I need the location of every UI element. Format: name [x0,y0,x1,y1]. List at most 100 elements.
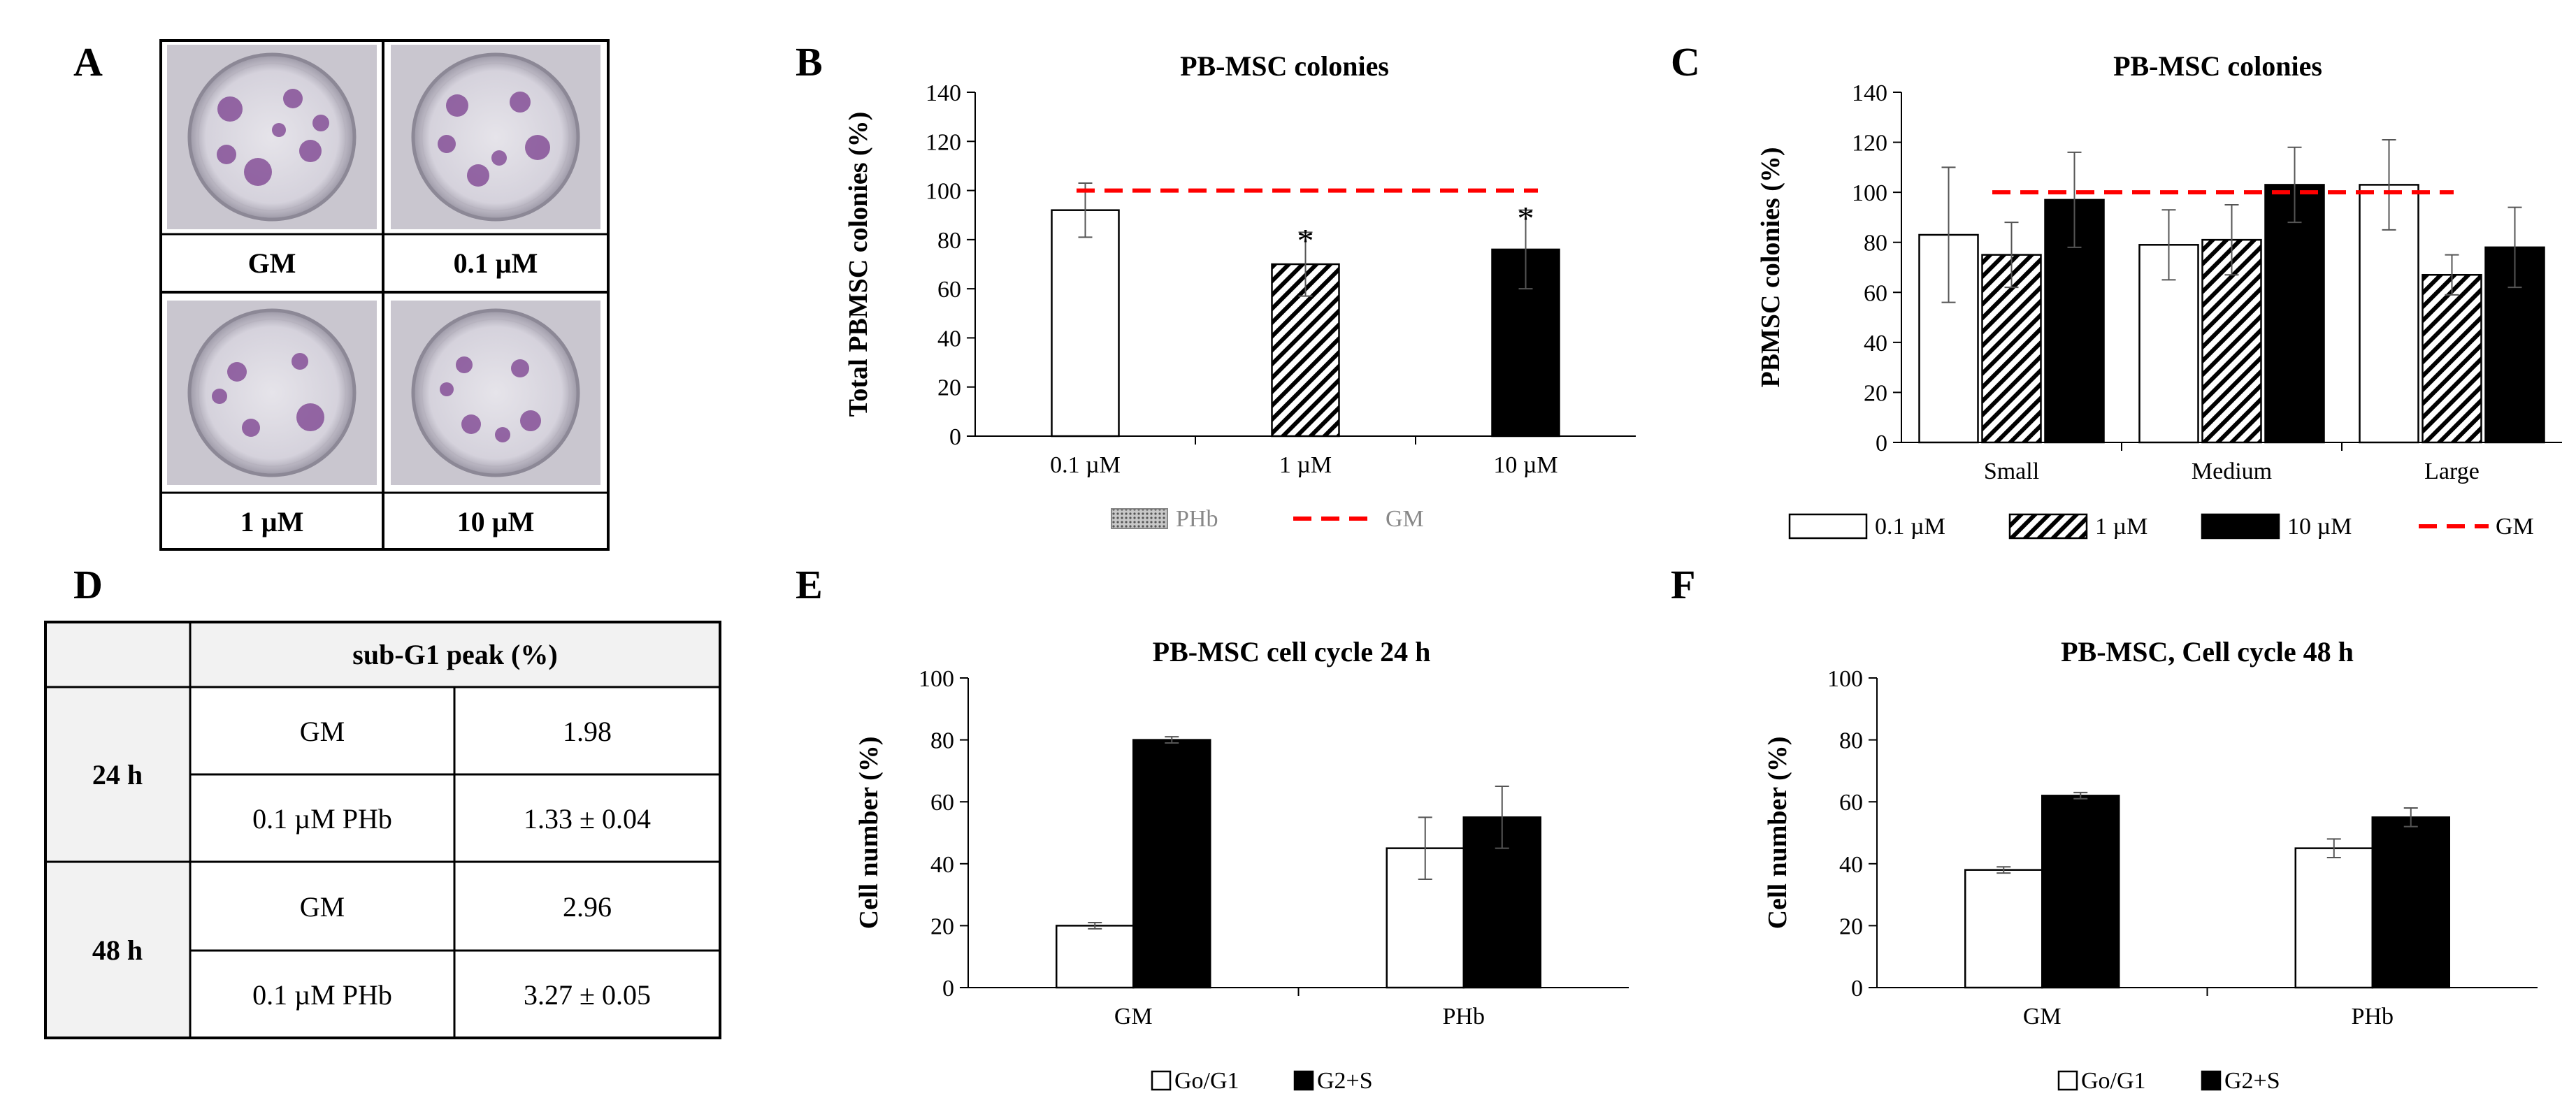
legend-swatch-g2-s [2201,1070,2222,1091]
table-header: sub-G1 peak (%) [352,639,557,670]
bar [1056,925,1135,989]
significance-star: * [1297,222,1314,259]
table-value-24h-gm: 1.98 [563,716,612,747]
colony-spot [446,94,468,117]
colony-spot [520,410,541,431]
colony-spot [272,123,286,137]
legend-swatch [1788,513,1868,540]
x-tick-label: Large [2424,458,2480,484]
colony-spot [495,427,510,442]
petri-dish-rim [420,317,571,468]
legend-label-go-g1: Go/G1 [1174,1068,1239,1094]
y-tick-label: 120 [1852,131,1887,157]
table-value-48h-gm: 2.96 [563,891,612,923]
y-tick-label: 20 [930,914,954,939]
x-tick-label: 1 µM [1279,452,1332,478]
chart-title: PB-MSC, Cell cycle 48 h [2061,636,2354,667]
colony-spot [456,356,473,373]
chart-c: PB-MSC colonies PBMSC colonies (%) 0 20 40 60… [1756,50,2562,540]
legend-label: 1 µM [2095,514,2147,540]
panel-label-c: C [1671,39,1700,85]
bar [2264,184,2325,444]
legend-label-g2-s: G2+S [1317,1068,1373,1094]
legend-swatch-phb [1111,508,1168,529]
dish-label-gm: GM [248,247,296,279]
petri-dish-rim [196,317,347,468]
colony-spot [242,419,260,437]
dish-label-1um: 1 µM [240,506,304,537]
legend-label: 0.1 µM [1875,514,1945,540]
petri-dish-rim [196,62,347,212]
colony-spot [525,135,550,160]
y-tick-label: 140 [1852,80,1887,106]
legend-label-gm: GM [2496,514,2534,540]
colony-spot [244,158,272,186]
y-axis-label: Cell number (%) [1763,737,1792,930]
y-tick-label: 40 [930,852,954,878]
y-tick-label: 20 [1864,380,1887,406]
y-tick-label: 100 [919,666,954,692]
colony-spot [227,362,247,382]
y-tick-label: 120 [926,129,961,155]
bar [1051,209,1120,438]
petri-dish [411,52,580,222]
chart-title: PB-MSC colonies [1180,50,1389,82]
colony-spot [440,382,454,396]
x-tick-label: Small [1984,458,2039,484]
bar [2041,795,2120,989]
table-time-24h: 24 h [92,759,143,790]
legend-swatch-g2-s [1293,1070,1314,1091]
colony-spot [438,135,456,153]
y-tick-label: 60 [1839,790,1863,816]
y-tick-label: 60 [1864,280,1887,306]
colony-spot [461,414,481,434]
x-tick-label: 0.1 µM [1050,452,1121,478]
colony-spot [312,115,329,131]
table-cell-24h-gm: GM [300,716,345,747]
panel-d-table: sub-G1 peak (%) 24 h 48 h GM 1.98 0.1 µM… [44,621,721,1039]
y-tick-label: 60 [937,277,961,303]
bar [1964,869,2043,989]
legend-swatch-go-g1 [2057,1070,2078,1091]
legend-label: 10 µM [2287,514,2352,540]
bar [2371,816,2450,989]
panel-label-b: B [796,39,823,85]
panel-label-f: F [1671,562,1695,607]
y-tick-label: 60 [930,790,954,816]
colony-spot [283,89,303,108]
colony-spot [467,164,489,187]
colony-spot [511,359,529,377]
y-tick-label: 100 [1852,180,1887,206]
table-cell-48h-gm: GM [300,891,345,923]
colony-spot [299,140,322,162]
colony-spot [217,145,236,164]
y-tick-label: 0 [1851,976,1863,1002]
chart-title: PB-MSC colonies [2113,50,2322,82]
legend-label-phb: PHb [1176,506,1218,532]
colony-spot [296,403,324,431]
chart-e: PB-MSC cell cycle 24 h Cell number (%) 0 20… [854,636,1629,1094]
table-value-24h-phb: 1.33 ± 0.04 [524,803,651,835]
x-tick-label: GM [2023,1004,2061,1030]
legend-swatch [2008,513,2088,540]
panel-a-dish-grid: GM 0.1 µM 1 µM 10 µM [159,39,610,551]
y-tick-label: 80 [930,728,954,754]
colony-spot [212,389,227,404]
y-tick-label: 20 [937,375,961,401]
legend-label-gm: GM [1386,506,1424,532]
bar [2422,273,2482,444]
table-value-48h-phb: 3.27 ± 0.05 [524,979,651,1011]
table-cell-48h-phb: 0.1 µM PHb [252,979,392,1011]
dish-label-10um: 10 µM [457,506,535,537]
bar [1271,263,1340,438]
y-tick-label: 100 [1827,666,1863,692]
legend-swatch [2201,513,2280,540]
legend-label-g2-s: G2+S [2224,1068,2280,1094]
colony-spot [292,353,308,370]
y-tick-label: 100 [926,179,961,205]
petri-dish [187,52,357,222]
panel-label-d: D [73,562,103,607]
petri-dish [187,308,357,477]
colony-spot [510,92,531,113]
